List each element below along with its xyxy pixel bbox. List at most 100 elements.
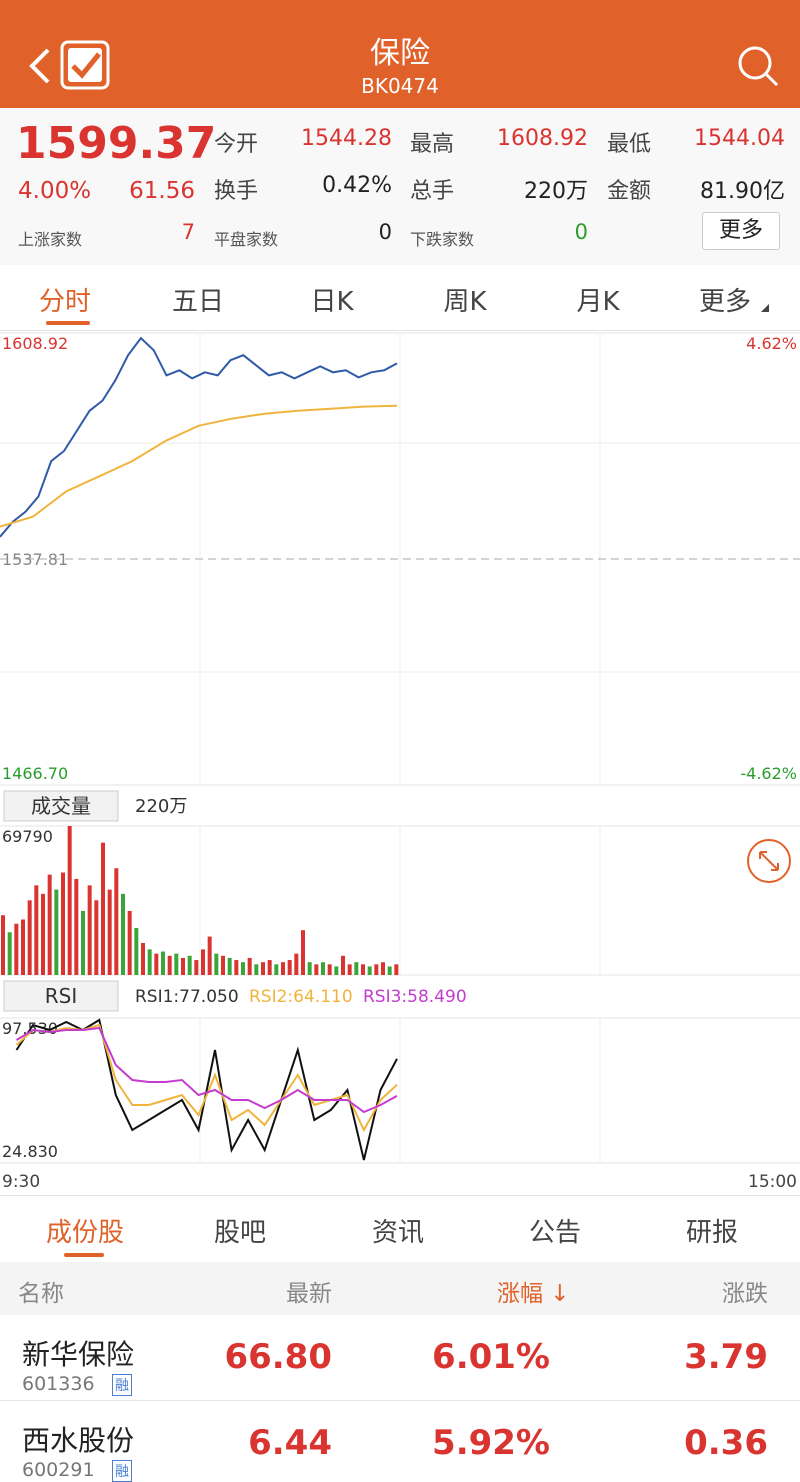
y-tick-label: 24.830 [2, 1142, 58, 1161]
search-button[interactable] [736, 44, 780, 88]
volume-bar [361, 964, 365, 975]
sub-tab[interactable]: 研报 [685, 1218, 739, 1248]
volume-bar [314, 964, 319, 975]
back-button[interactable] [24, 46, 56, 86]
last-price: 6.44 [248, 1423, 332, 1463]
tab[interactable]: 日K [310, 287, 354, 317]
volume-total: 220万 [135, 796, 187, 817]
tab-underline [46, 321, 90, 325]
volume-bar [1, 915, 5, 975]
column-header[interactable]: 涨幅 ↓ [497, 1281, 570, 1307]
stat-label: 总手 [410, 179, 455, 204]
volume-bar [174, 953, 179, 975]
sub-tab[interactable]: 公告 [528, 1218, 582, 1248]
volume-bar [134, 928, 139, 975]
sub-tab[interactable]: 股吧 [213, 1218, 267, 1248]
title: 保险 [370, 36, 430, 71]
change-pct: 6.01% [432, 1337, 550, 1377]
volume-bar [214, 953, 219, 975]
charts: 成交量 220万 RSI RSI1:77.050 RSI2:64.110 RSI… [0, 332, 800, 1192]
stock-name: 新华保险 [22, 1338, 135, 1371]
stat-label: 换手 [214, 179, 259, 204]
count-value: 7 [181, 220, 195, 244]
volume-bar [67, 826, 72, 975]
series-line [0, 336, 398, 538]
column-header[interactable]: 最新 [286, 1281, 332, 1307]
y2-tick-label: -4.62% [740, 764, 797, 783]
volume-bar [107, 889, 112, 975]
more-button[interactable]: 更多 [702, 212, 780, 250]
stat-value: 81.90亿 [700, 179, 785, 204]
checkbox-icon[interactable] [60, 40, 110, 90]
volume-bar [234, 960, 239, 975]
volume-bar [394, 964, 399, 975]
volume-label-box [3, 790, 119, 822]
volume-bar [327, 964, 332, 975]
sub-tab-bar: 成份股 股吧 资讯 公告 研报 [0, 1195, 800, 1263]
tab[interactable]: 分时 [38, 287, 92, 317]
margin-badge: 融 [112, 1374, 132, 1396]
change: 61.56 [129, 178, 195, 204]
tab[interactable]: 周K [443, 287, 487, 317]
count-label: 上涨家数 [18, 230, 83, 249]
stat-value: 1544.04 [694, 126, 785, 151]
quote-panel: 1599.37 4.00% 61.56 今开 1544.28 最高 1608.9… [0, 108, 800, 265]
table-row[interactable]: 新华保险 601336 融 66.80 6.01% 3.79 [0, 1315, 800, 1401]
volume-bar [367, 966, 372, 975]
stock-code: 601336 [22, 1373, 95, 1395]
last-price: 66.80 [224, 1337, 332, 1377]
change-pct: 4.00% [18, 178, 92, 204]
volume-bar [227, 957, 232, 975]
volume-bar [267, 960, 272, 975]
volume-bar [207, 936, 212, 975]
tab[interactable]: 五日 [171, 287, 225, 317]
volume-bar [301, 930, 305, 975]
table-header: 名称 最新 涨幅 ↓ 涨跌 [0, 1262, 800, 1315]
rsi-value: RSI3:58.490 [363, 987, 467, 1007]
volume-bar [354, 962, 359, 975]
rsi-value: RSI1:77.050 [135, 987, 239, 1007]
volume-bar [321, 962, 325, 975]
expand-icon [759, 851, 779, 871]
column-header[interactable]: 名称 [18, 1281, 64, 1307]
count-value: 0 [378, 220, 392, 244]
volume-bar [114, 868, 119, 975]
volume-bar [341, 955, 345, 975]
volume-bar [34, 885, 39, 975]
volume-bar [381, 962, 385, 975]
volume-bar [247, 957, 252, 975]
stock-name: 西水股份 [22, 1424, 135, 1457]
count-label: 下跌家数 [410, 230, 475, 249]
volume-bar [241, 962, 245, 975]
stock-code: 600291 [22, 1459, 95, 1481]
table-row[interactable]: 西水股份 600291 融 6.44 5.92% 0.36 [0, 1401, 800, 1482]
time-label: 15:00 [748, 1172, 797, 1192]
count-label: 平盘家数 [214, 230, 279, 249]
rsi-label-box [3, 980, 119, 1012]
volume-bar [374, 964, 379, 975]
tab[interactable]: 月K [576, 287, 620, 317]
volume-bar [101, 842, 105, 975]
volume-bar [41, 893, 45, 975]
volume-bar [261, 962, 265, 975]
code: BK0474 [361, 74, 439, 98]
volume-label: 成交量 [31, 794, 91, 818]
time-label: 9:30 [2, 1172, 40, 1192]
rsi-label: RSI [45, 984, 78, 1008]
tab[interactable]: 更多 [698, 287, 752, 317]
expand-button[interactable] [747, 839, 791, 883]
rsi-value: RSI2:64.110 [249, 987, 353, 1007]
sub-tab[interactable]: 资讯 [371, 1218, 425, 1248]
volume-bar [387, 966, 392, 975]
volume-bar [121, 893, 125, 975]
y-tick-label: 1608.92 [2, 334, 68, 353]
volume-bar [281, 962, 285, 975]
tab-bar: 分时 五日 日K 周K 月K 更多 [0, 265, 800, 331]
stat-label: 最低 [607, 132, 652, 157]
volume-bar [201, 949, 205, 975]
sub-tab[interactable]: 成份股 [45, 1218, 125, 1248]
volume-bar [74, 878, 79, 975]
margin-badge: 融 [112, 1460, 132, 1482]
column-header[interactable]: 涨跌 [722, 1281, 768, 1307]
